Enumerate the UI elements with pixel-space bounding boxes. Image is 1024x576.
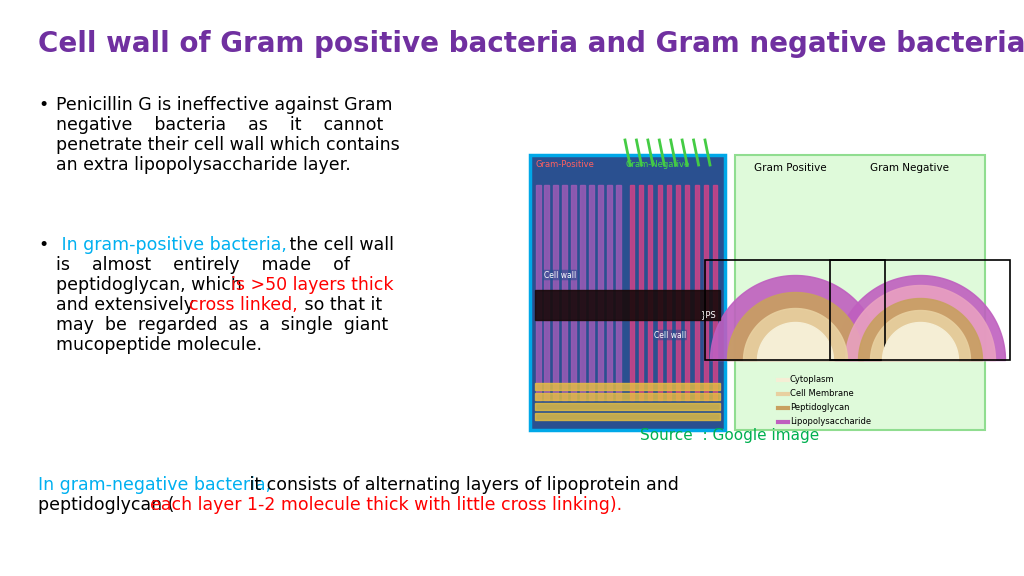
Text: cross linked,: cross linked,	[189, 296, 298, 314]
Text: the cell wall: the cell wall	[284, 236, 394, 254]
Text: so that it: so that it	[299, 296, 382, 314]
Bar	[535, 383, 720, 390]
Text: In gram-negative bacteria,: In gram-negative bacteria,	[38, 476, 271, 494]
Bar	[685, 185, 689, 400]
Text: negative    bacteria    as    it    cannot: negative bacteria as it cannot	[56, 116, 383, 134]
Bar	[676, 185, 680, 400]
Text: Cell wall: Cell wall	[654, 331, 686, 339]
Bar	[535, 290, 720, 320]
Bar	[615, 185, 621, 400]
Bar	[639, 185, 643, 400]
Bar	[648, 185, 652, 400]
Text: and extensively: and extensively	[56, 296, 200, 314]
Bar	[703, 185, 708, 400]
Bar	[694, 185, 698, 400]
Text: an extra lipopolysaccharide layer.: an extra lipopolysaccharide layer.	[56, 156, 351, 174]
Text: •: •	[38, 236, 48, 254]
FancyBboxPatch shape	[735, 155, 985, 430]
Text: is    almost    entirely    made    of: is almost entirely made of	[56, 256, 350, 274]
Text: Gram Positive: Gram Positive	[754, 163, 826, 173]
Bar	[535, 393, 720, 400]
Bar	[657, 185, 662, 400]
Text: Cell wall of Gram positive bacteria and Gram negative bacteria: Cell wall of Gram positive bacteria and …	[38, 30, 1024, 58]
Text: Source  : Google image: Source : Google image	[640, 428, 819, 443]
Text: peptidoglycan, which: peptidoglycan, which	[56, 276, 248, 294]
Text: each layer 1-2 molecule thick with little cross linking).: each layer 1-2 molecule thick with littl…	[150, 496, 623, 514]
Bar	[571, 185, 577, 400]
Text: }PS: }PS	[701, 310, 717, 320]
Text: Gram-Negative: Gram-Negative	[625, 160, 689, 169]
Bar	[606, 185, 611, 400]
Bar	[545, 185, 550, 400]
Bar	[713, 185, 717, 400]
Text: peptidoglycan (: peptidoglycan (	[38, 496, 174, 514]
Bar	[562, 185, 567, 400]
Bar	[589, 185, 594, 400]
Text: Lipopolysaccharide: Lipopolysaccharide	[790, 418, 871, 426]
Text: Peptidoglycan: Peptidoglycan	[790, 404, 850, 412]
Text: is >50 layers thick: is >50 layers thick	[231, 276, 393, 294]
Text: mucopeptide molecule.: mucopeptide molecule.	[56, 336, 262, 354]
Bar	[536, 185, 541, 400]
Text: Penicillin G is ineffective against Gram: Penicillin G is ineffective against Gram	[56, 96, 392, 114]
Bar	[598, 185, 603, 400]
Text: Cytoplasm: Cytoplasm	[790, 376, 835, 385]
Text: Gram-Positive: Gram-Positive	[535, 160, 594, 169]
Text: may  be  regarded  as  a  single  giant: may be regarded as a single giant	[56, 316, 388, 334]
Text: •: •	[38, 96, 48, 114]
Text: Cell wall: Cell wall	[544, 271, 577, 279]
Bar	[535, 413, 720, 420]
Bar	[535, 403, 720, 410]
Bar	[580, 185, 585, 400]
Text: In gram-positive bacteria,: In gram-positive bacteria,	[56, 236, 287, 254]
Text: it consists of alternating layers of lipoprotein and: it consists of alternating layers of lip…	[244, 476, 679, 494]
Bar	[630, 185, 634, 400]
FancyBboxPatch shape	[530, 155, 725, 430]
Text: Gram Negative: Gram Negative	[870, 163, 949, 173]
Text: penetrate their cell wall which contains: penetrate their cell wall which contains	[56, 136, 399, 154]
Bar	[553, 185, 558, 400]
Bar	[667, 185, 671, 400]
Text: Cell Membrane: Cell Membrane	[790, 389, 854, 399]
